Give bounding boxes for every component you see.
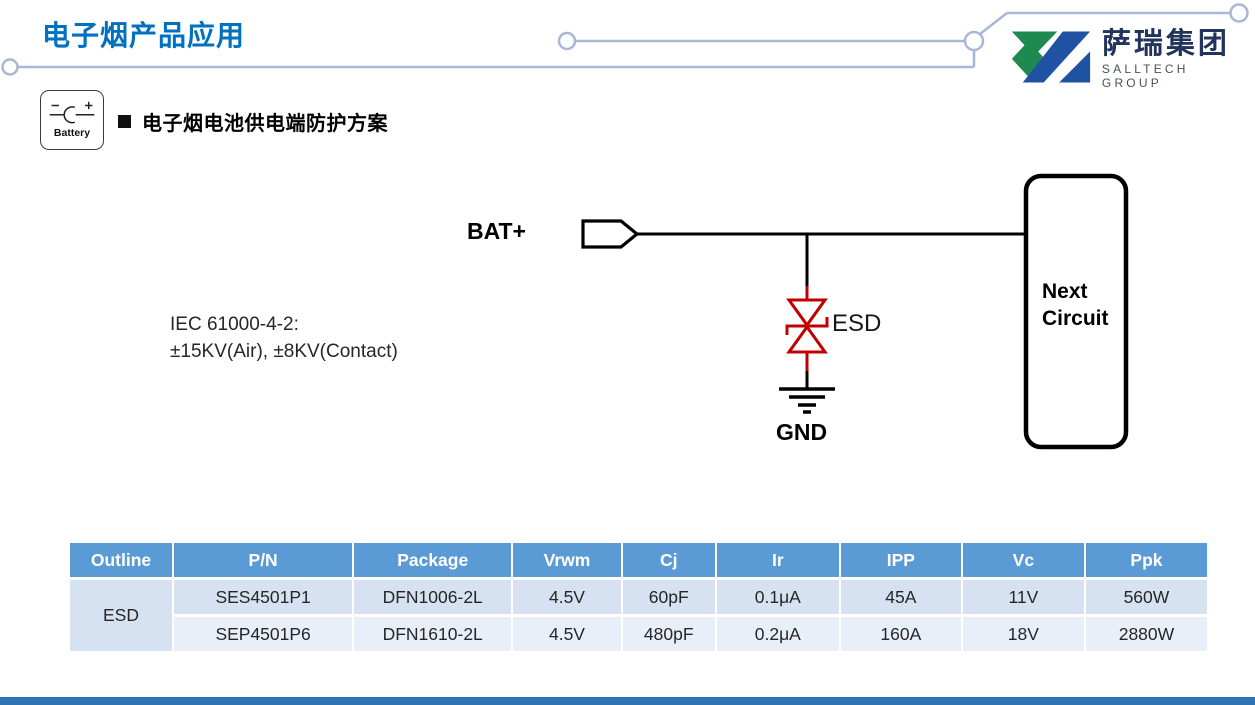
section-heading-label: 电子烟电池供电端防护方案 [142,113,388,135]
table-cell: 11V [962,580,1084,614]
table-header-cell: Ppk [1085,543,1207,577]
battery-cell-icon [49,101,95,124]
ground-symbol [779,387,835,414]
table-header-row: Outline P/N Package Vrwm Cj Ir IPP Vc Pp… [70,543,1207,577]
table-cell: 160A [840,617,961,651]
logo-mark-icon [1011,31,1091,83]
table-header-cell: Vrwm [513,543,621,577]
table-cell: 0.1μA [716,580,839,614]
logo-name-en: SALLTECH GROUP [1101,62,1189,90]
table-header-cell: Outline [70,543,172,577]
table-header-cell: IPP [840,543,961,577]
iec-line1: IEC 61000-4-2: [170,314,299,335]
footer-accent-bar [0,697,1255,705]
table-cell: 60pF [622,580,715,614]
esd-spec-table: Outline P/N Package Vrwm Cj Ir IPP Vc Pp… [68,540,1209,654]
esd-label: ESD [832,310,882,337]
table-row: ESD SES4501P1 DFN1006-2L 4.5V 60pF 0.1μA… [70,580,1207,651]
section-heading: 电子烟电池供电端防护方案 [118,107,388,136]
table-cell: SES4501P1 [174,580,353,614]
iec-line2: ±15KV(Air), ±8KV(Contact) [170,341,398,362]
bullet-square-icon [118,115,131,128]
table-cell: DFN1610-2L [354,617,512,651]
table-cell: SEP4501P6 [174,617,353,651]
outline-group-cell: ESD [70,580,172,651]
table-cell: 18V [962,617,1084,651]
table-header-cell: Package [354,543,512,577]
battery-badge-label: Battery [53,127,91,139]
table-header-cell: P/N [174,543,353,577]
table-cell: 4.5V [513,617,621,651]
iec-standard-note: IEC 61000-4-2: ±15KV(Air), ±8KV(Contact) [170,311,398,365]
bat-connector-symbol [581,219,640,249]
table-cell: 560W [1085,580,1207,614]
table-header-cell: Vc [962,543,1084,577]
gnd-label: GND [776,419,828,445]
table-cell: 45A [840,580,961,614]
table-cell: 480pF [622,617,715,651]
company-logo: 萨瑞集团 SALLTECH GROUP [1010,28,1255,90]
next-circuit-label: Next Circuit [1042,280,1109,330]
table-cell: DFN1006-2L [354,580,512,614]
logo-name-cn: 萨瑞集团 [1101,28,1230,60]
battery-badge: Battery [40,90,104,150]
logo-text: 萨瑞集团 SALLTECH GROUP [1102,28,1255,90]
table-row: SEP4501P6 DFN1610-2L 4.5V 480pF 0.2μA 16… [70,617,1207,651]
table-header-cell: Ir [716,543,839,577]
table-cell: 0.2μA [716,617,839,651]
page-title: 电子烟产品应用 [42,20,246,51]
table-cell: 2880W [1085,617,1207,651]
table-cell: 4.5V [513,580,621,614]
bat-plus-label: BAT+ [467,218,526,244]
tvs-diode-symbol [785,286,829,371]
table-header-cell: Cj [622,543,715,577]
